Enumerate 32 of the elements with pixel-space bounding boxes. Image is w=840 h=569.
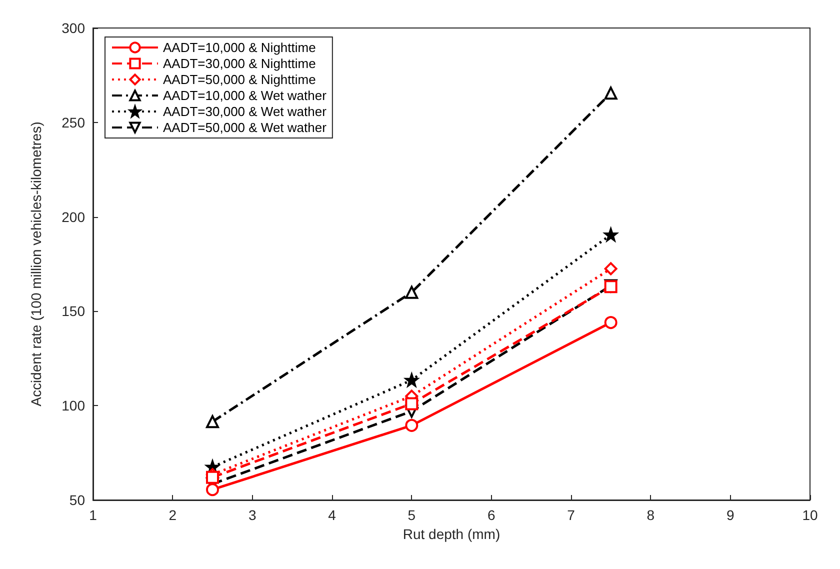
point [405,418,418,432]
x-tick-label: 9 [726,507,734,523]
y-tick-label: 150 [62,303,86,320]
x-tick-label: 4 [328,507,336,523]
point [206,470,219,484]
x-tick-label: 10 [802,507,818,523]
point [206,415,219,428]
point [604,86,618,100]
y-tick-label: 250 [62,114,86,130]
point [206,483,219,496]
x-tick-label: 7 [567,507,576,523]
legend-label: AADT=30,000 & Nighttime [163,56,316,71]
x-tick-label: 5 [408,507,416,523]
y-axis-title: Accident rate (100 million vehicles-kilometres) [28,122,44,406]
legend-label: AADT=10,000 & Wet wather [163,88,328,103]
legend-label: AADT=50,000 & Nighttime [163,72,316,87]
x-tick-label: 1 [89,507,98,523]
legend-label: AADT=10,000 & Nighttime [163,40,316,55]
x-tick-label: 3 [248,507,256,523]
y-tick-label: 50 [69,492,86,508]
y-tick-label: 200 [62,208,86,225]
x-tick-label: 6 [487,507,496,523]
point [405,286,418,299]
x-tick-label: 2 [168,507,177,523]
y-tick-label: 100 [62,398,86,414]
x-tick-label: 8 [646,507,655,523]
point [604,228,618,242]
legend-label: AADT=50,000 & Wet wather [163,120,328,135]
x-axis-title: Rut depth (mm) [402,526,500,542]
point [604,316,618,330]
y-tick-label: 300 [62,20,86,36]
legend-label: AADT=30,000 & Wet wather [163,104,328,119]
